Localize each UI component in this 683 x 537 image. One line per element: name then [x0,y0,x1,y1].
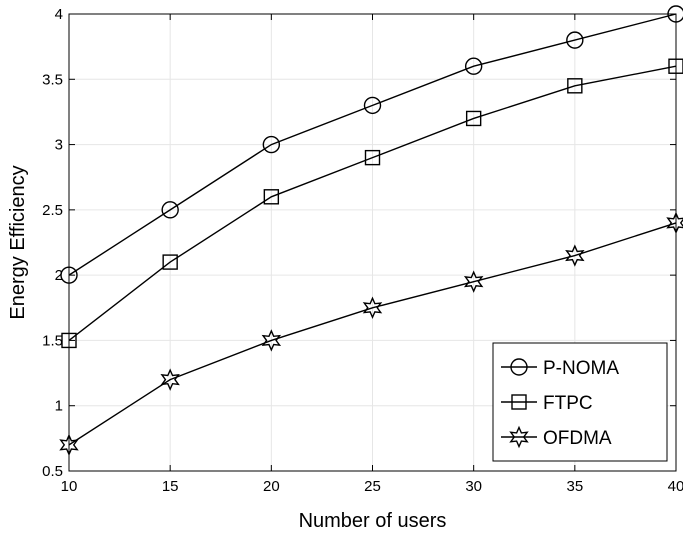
y-tick-label: 3.5 [42,71,63,88]
legend-marker-square [511,394,527,410]
x-tick-label: 20 [263,478,280,495]
axis-ticks: 10 15 20 25 30 35 40 0.5 1 1.5 2 2.5 3 3.5 4 [42,6,683,495]
data-point-square [364,149,381,166]
series-line [68,13,677,276]
legend-marker-circle [510,358,528,376]
series-line [68,65,677,341]
y-axis-label: Energy Efficiency [7,165,29,319]
y-tick-label: 4 [55,6,63,23]
legend-label: FTPC [543,393,593,414]
y-tick-label: 2 [55,267,63,284]
x-axis-label: Number of users [299,510,447,532]
data-point-hexagram [261,329,282,352]
series-line [68,222,677,446]
y-tick-label: 3 [55,137,63,154]
y-tick-label: 0.5 [42,463,63,480]
data-point-circle [363,96,382,115]
legend-label: OFDMA [543,428,612,449]
y-tick-label: 1.5 [42,332,63,349]
legend-marker-hexagram [509,425,529,449]
data-point-hexagram [565,244,585,267]
legend-item-p-noma: P-NOMA [501,358,619,379]
data-point-square [162,254,178,270]
data-point-square [567,78,583,94]
x-tick-label: 15 [162,478,179,495]
data-point-hexagram [362,296,383,320]
data-point-square [263,189,280,205]
legend: P-NOMA FTPC OFDMA [492,342,668,462]
legend-label: P-NOMA [543,358,619,379]
data-point-circle [262,135,281,154]
x-tick-label: 10 [61,478,78,495]
x-tick-label: 25 [364,478,381,495]
data-point-circle [464,57,483,75]
legend-item-ftpc: FTPC [501,393,593,414]
x-tick-label: 30 [465,478,482,495]
x-tick-label: 35 [566,478,583,495]
data-point-circle [566,31,584,49]
data-point-square [465,110,482,127]
data-point-hexagram [463,270,484,293]
y-tick-label: 2.5 [42,202,63,219]
x-tick-label: 40 [668,478,683,495]
data-point-hexagram [160,368,180,391]
y-tick-label: 1 [55,398,63,415]
legend-item-ofdma: OFDMA [501,425,612,449]
data-point-circle [161,201,179,219]
